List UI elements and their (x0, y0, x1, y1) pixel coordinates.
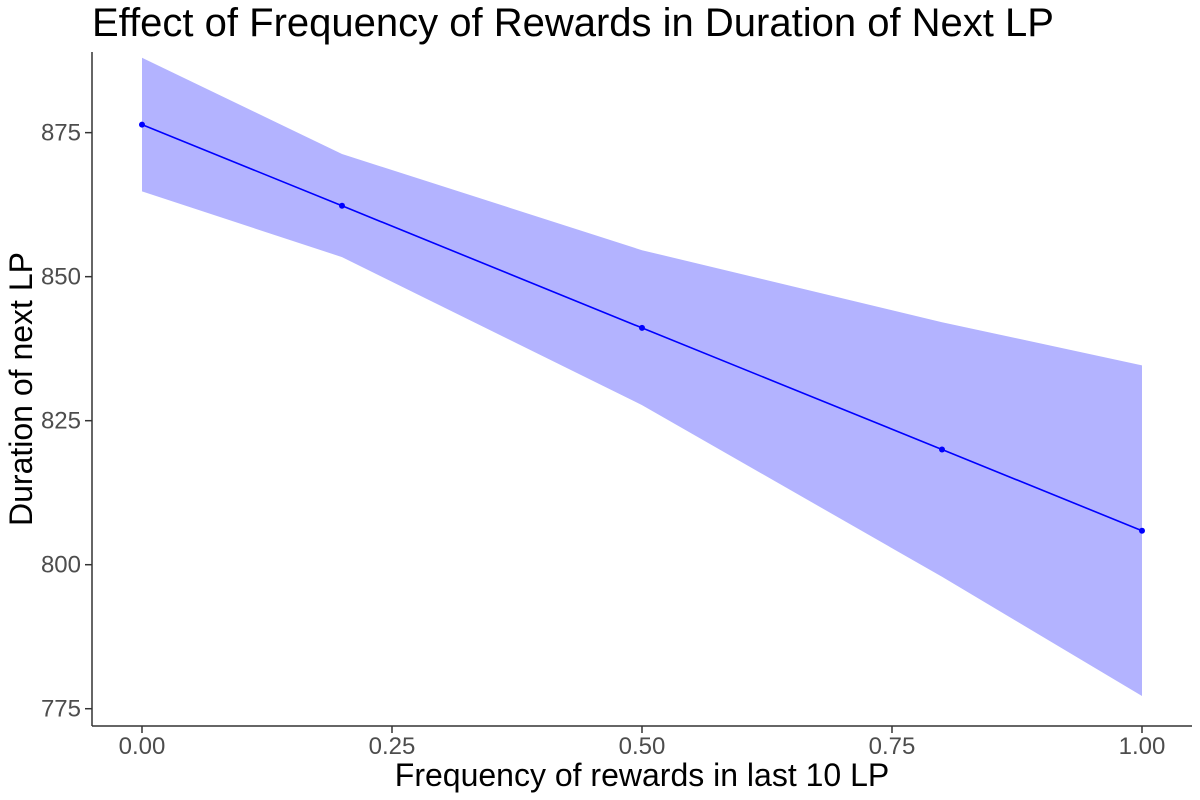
x-axis-ticks: 0.00 0.25 0.50 0.75 1.00 (119, 726, 1166, 760)
x-tick-label: 0.25 (369, 733, 416, 760)
y-tick-label: 875 (41, 120, 81, 147)
data-point (139, 121, 145, 128)
series-point-layer (139, 121, 1145, 534)
y-tick-label: 800 (41, 552, 81, 579)
y-axis-title: Duration of next LP (3, 252, 39, 526)
data-point (639, 324, 645, 331)
data-point (339, 202, 345, 209)
x-tick-label: 0.00 (119, 733, 166, 760)
y-tick-label: 850 (41, 264, 81, 291)
confidence-ribbon (142, 57, 1142, 697)
x-tick-label: 0.75 (869, 733, 916, 760)
y-axis-ticks: 775 800 825 850 875 (41, 120, 92, 723)
y-tick-label: 825 (41, 408, 81, 435)
data-point (1139, 527, 1145, 534)
data-point (939, 446, 945, 453)
y-tick-label: 775 (41, 696, 81, 723)
confidence-ribbon-layer (142, 57, 1142, 697)
x-tick-label: 0.50 (619, 733, 666, 760)
chart-title: Effect of Frequency of Rewards in Durati… (92, 1, 1054, 45)
x-axis-title: Frequency of rewards in last 10 LP (395, 757, 889, 793)
x-tick-label: 1.00 (1119, 733, 1166, 760)
